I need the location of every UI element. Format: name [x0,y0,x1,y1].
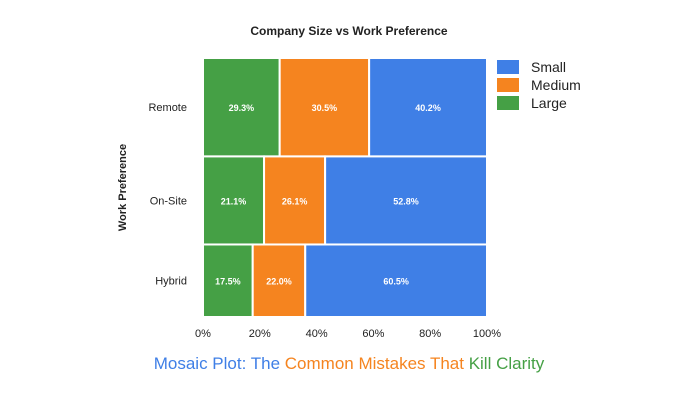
mosaic-chart: Company Size vs Work Preference 29.3% 30.… [117,24,581,340]
y-axis-label: Work Preference [117,144,129,231]
legend-swatch [497,78,519,92]
legend-item: Small [497,58,581,76]
x-tick-label: 100% [473,328,501,340]
mosaic-plot-area: 29.3% 30.5% 40.2% Remote 21.1% 26.1% 52.8% On-S… [117,57,501,340]
data-label: 17.5% [215,277,241,287]
data-label: 60.5% [383,277,409,287]
caption-part: Common Mistakes That [284,354,469,373]
caption-part: Kill Clarity [468,354,545,373]
chart-title: Company Size vs Work Preference [250,24,448,38]
mosaic-cell-hybrid-medium [251,243,307,318]
data-label: 40.2% [415,103,441,113]
x-tick-label: 40% [306,328,328,340]
legend-label: Small [531,59,567,75]
legend-label: Medium [531,77,581,93]
legend-item: Medium [497,76,581,94]
data-label: 30.5% [312,103,338,113]
x-tick-label: 80% [419,328,441,340]
legend: Small Medium Large [497,58,581,112]
y-tick-label: On-Site [150,195,187,207]
caption-part: Mosaic Plot: The [153,354,285,373]
x-tick-label: 0% [195,328,211,340]
legend-swatch [497,96,519,110]
data-label: 52.8% [393,196,419,206]
legend-item: Large [497,94,581,112]
legend-label: Large [531,95,567,111]
y-tick-label: Hybrid [155,276,187,288]
mosaic-cell-hybrid-large [202,243,254,318]
legend-swatch [497,60,519,74]
x-tick-label: 20% [249,328,271,340]
mosaic-cell-remote-small [368,57,489,158]
y-tick-label: Remote [148,102,187,114]
x-tick-label: 60% [362,328,384,340]
mosaic-cell-on-site-small [324,155,488,246]
data-label: 22.0% [266,277,292,287]
mosaic-cell-hybrid-small [304,243,488,318]
data-label: 29.3% [229,103,255,113]
data-label: 26.1% [282,196,308,206]
data-label: 21.1% [221,196,247,206]
caption: Mosaic Plot: The Common Mistakes That Ki… [0,354,698,374]
